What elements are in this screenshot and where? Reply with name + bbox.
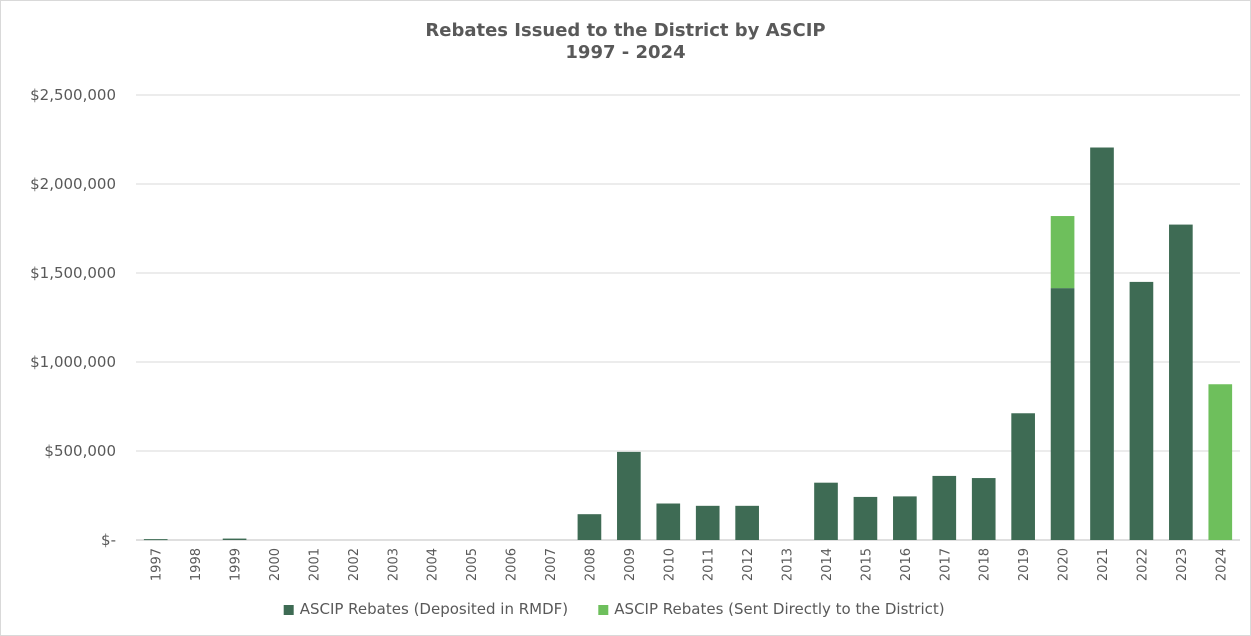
y-tick-label: $2,000,000 (30, 175, 116, 193)
bar-deposited-rmdf (143, 539, 168, 541)
bar-deposited-rmdf (971, 478, 996, 540)
x-tick-label: 2020 (1057, 548, 1072, 581)
bar-deposited-rmdf (1050, 288, 1075, 540)
x-tick-label: 1998 (189, 548, 204, 581)
x-tick-label: 2018 (978, 548, 993, 581)
x-tick-label: 1999 (229, 548, 244, 581)
x-tick-label: 2000 (268, 548, 283, 581)
chart-title-block: Rebates Issued to the District by ASCIP … (0, 20, 1251, 64)
x-tick-label: 2008 (583, 548, 598, 581)
x-tick-label: 2023 (1175, 548, 1190, 581)
x-tick-label: 2021 (1096, 548, 1111, 581)
bar-deposited-rmdf (656, 503, 681, 540)
legend-swatch (598, 605, 609, 615)
x-tick-label: 2006 (505, 548, 520, 581)
bar-deposited-rmdf (932, 475, 957, 540)
x-tick-label: 2003 (386, 548, 401, 581)
chart-subtitle: 1997 - 2024 (565, 42, 686, 63)
bar-sent-directly (1208, 384, 1233, 540)
x-tick-label: 2012 (741, 548, 756, 581)
bar-deposited-rmdf (893, 496, 917, 540)
x-tick-label: 2016 (899, 548, 914, 581)
x-tick-label: 2004 (426, 548, 441, 581)
y-tick-label: $1,500,000 (30, 264, 116, 282)
x-tick-label: 2024 (1214, 548, 1229, 581)
x-tick-label: 2010 (662, 548, 677, 581)
bar-deposited-rmdf (1169, 224, 1193, 541)
y-tick-label: $2,500,000 (30, 86, 116, 104)
x-tick-label: 1997 (150, 548, 165, 581)
x-tick-label: 2022 (1135, 548, 1150, 581)
bar-deposited-rmdf (1011, 413, 1035, 540)
bar-deposited-rmdf (735, 505, 759, 540)
x-tick-label: 2011 (702, 548, 717, 581)
x-tick-label: 2019 (1017, 548, 1032, 581)
y-tick-label: $- (101, 531, 116, 549)
chart-title: Rebates Issued to the District by ASCIP (425, 20, 826, 41)
bar-deposited-rmdf (853, 496, 878, 540)
x-tick-label: 2013 (781, 548, 796, 581)
x-tick-label: 2009 (623, 548, 638, 581)
x-tick-label: 2001 (307, 548, 322, 581)
bar-sent-directly (1050, 216, 1075, 289)
legend-label: ASCIP Rebates (Sent Directly to the Dist… (614, 600, 944, 618)
x-tick-label: 2002 (347, 548, 362, 581)
x-tick-label: 2017 (938, 548, 953, 581)
x-tick-label: 2007 (544, 548, 559, 581)
y-tick-label: $1,000,000 (30, 353, 116, 371)
legend-label: ASCIP Rebates (Deposited in RMDF) (300, 600, 568, 618)
x-tick-label: 2015 (859, 548, 874, 581)
bar-deposited-rmdf (1129, 281, 1154, 540)
bar-deposited-rmdf (1090, 147, 1114, 540)
y-tick-label: $500,000 (44, 442, 116, 460)
bar-deposited-rmdf (222, 538, 247, 540)
x-tick-label: 2005 (465, 548, 480, 581)
bar-deposited-rmdf (814, 482, 838, 540)
legend-swatch (283, 605, 294, 615)
bar-deposited-rmdf (617, 451, 641, 540)
bar-deposited-rmdf (695, 505, 720, 540)
bar-deposited-rmdf (577, 514, 602, 540)
x-tick-label: 2014 (820, 548, 835, 581)
